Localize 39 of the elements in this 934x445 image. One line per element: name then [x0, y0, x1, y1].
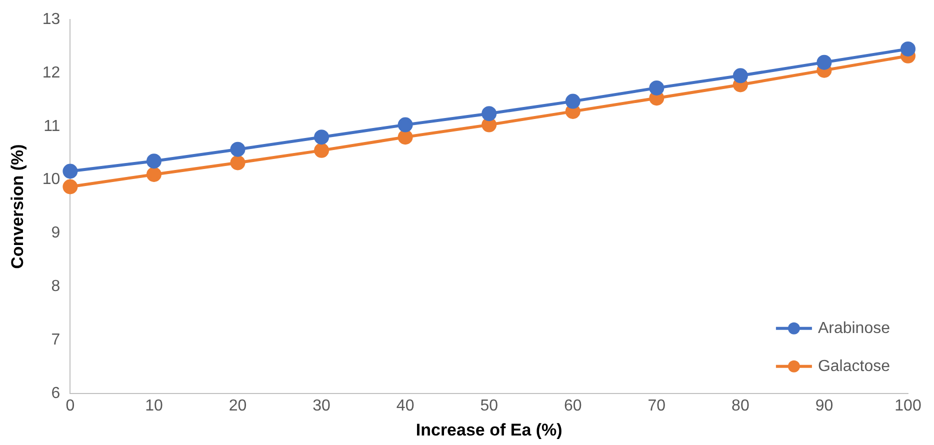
legend-label: Galactose — [818, 358, 890, 375]
x-tick-label: 100 — [894, 397, 922, 414]
y-tick-label: 11 — [44, 118, 60, 135]
x-tick-label: 90 — [815, 397, 834, 414]
point — [230, 142, 246, 157]
point — [398, 117, 413, 132]
legend-label: Arabinose — [818, 320, 890, 337]
y-tick-label: 12 — [42, 64, 60, 82]
y-tick-label: 13 — [42, 11, 60, 28]
point — [482, 106, 497, 122]
x-axis-title: Increase of Ea (%) — [416, 420, 562, 440]
point — [565, 94, 580, 109]
x-tick-label: 50 — [480, 397, 498, 414]
point — [314, 130, 330, 145]
x-tick-label: 10 — [145, 397, 163, 414]
y-axis-title: Conversion (%) — [8, 144, 27, 269]
x-tick-label: 30 — [312, 397, 331, 414]
point — [62, 164, 78, 179]
point — [732, 68, 748, 84]
point — [230, 155, 246, 170]
point — [398, 130, 413, 145]
point — [314, 142, 330, 158]
y-tick-label: 7 — [51, 331, 60, 348]
x-tick-label: 20 — [228, 397, 247, 414]
x-tick-label: 70 — [648, 397, 666, 414]
y-tick-label: 6 — [51, 384, 60, 402]
y-tick-label: 10 — [42, 171, 60, 188]
point — [62, 179, 78, 194]
point — [146, 154, 162, 169]
x-tick-label: 40 — [396, 397, 414, 414]
x-tick-label: 0 — [66, 397, 75, 414]
y-tick-label: 8 — [51, 278, 60, 296]
y-tick-label: 9 — [51, 224, 60, 242]
point — [146, 166, 162, 182]
point — [649, 80, 664, 96]
point — [816, 54, 832, 70]
point — [900, 41, 916, 56]
x-tick-label: 80 — [732, 397, 750, 414]
x-tick-label: 60 — [564, 397, 582, 414]
